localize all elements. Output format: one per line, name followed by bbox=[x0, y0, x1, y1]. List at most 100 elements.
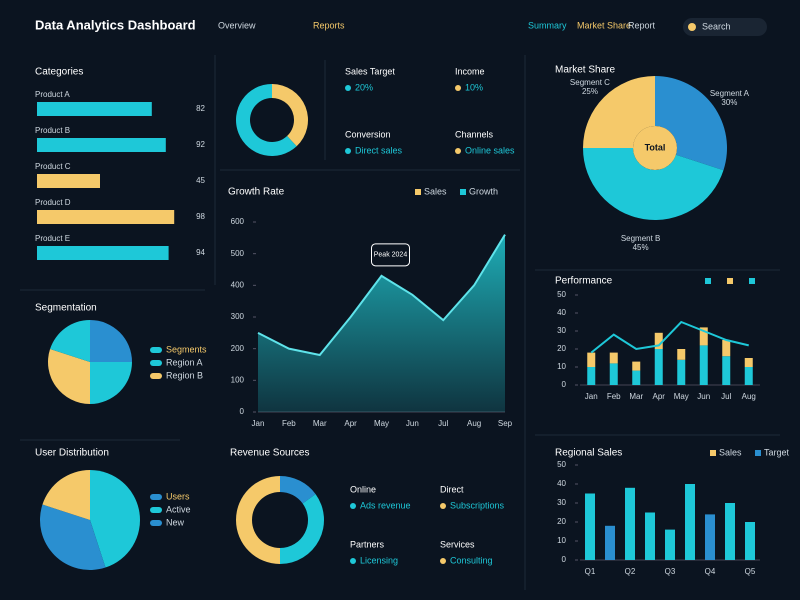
y-tick-label: 30 bbox=[557, 326, 566, 335]
stat-dot bbox=[440, 558, 446, 564]
nav-item[interactable]: Overview bbox=[218, 20, 256, 30]
bar bbox=[699, 327, 708, 346]
bar bbox=[37, 210, 175, 224]
legend-label: Growth bbox=[469, 186, 498, 196]
center-label: Total bbox=[645, 142, 666, 152]
x-tick-label: Aug bbox=[742, 392, 756, 401]
bar-value: 94 bbox=[196, 248, 205, 257]
y-tick-label: 0 bbox=[562, 555, 567, 564]
bar bbox=[677, 349, 686, 360]
y-tick-label: 20 bbox=[557, 517, 566, 526]
bar bbox=[685, 484, 695, 560]
bar bbox=[632, 370, 641, 385]
stat-label: Income bbox=[455, 66, 485, 76]
legend-swatch bbox=[755, 450, 761, 456]
nav-item[interactable]: Report bbox=[628, 20, 656, 30]
x-tick-label: Sep bbox=[498, 419, 513, 428]
area bbox=[258, 234, 505, 412]
bar bbox=[725, 503, 735, 560]
bar bbox=[587, 367, 596, 385]
panel-title: Regional Sales bbox=[555, 448, 622, 459]
stat-dot bbox=[455, 148, 461, 154]
search-icon bbox=[688, 23, 696, 31]
panel-title: Revenue Sources bbox=[230, 448, 310, 459]
nav-item[interactable]: Reports bbox=[313, 20, 345, 30]
slice bbox=[90, 362, 132, 404]
stat-dot bbox=[455, 85, 461, 91]
legend-label: Active bbox=[166, 504, 191, 514]
slice bbox=[50, 320, 90, 362]
bar bbox=[744, 367, 753, 385]
slice-label: 25% bbox=[582, 87, 598, 96]
x-tick-label: May bbox=[674, 392, 689, 401]
bar-category: Product E bbox=[35, 234, 70, 243]
x-tick-label: Jun bbox=[406, 419, 419, 428]
slice bbox=[40, 504, 106, 570]
center-disc bbox=[633, 126, 677, 170]
bar-value: 45 bbox=[196, 176, 205, 185]
y-tick-label: 300 bbox=[231, 312, 245, 321]
bar-category: Product A bbox=[35, 90, 70, 99]
panel-title: Categories bbox=[35, 67, 83, 78]
y-tick-label: 0 bbox=[240, 407, 245, 416]
stat-label: Sales Target bbox=[345, 66, 395, 76]
stat-dot bbox=[440, 503, 446, 509]
legend-swatch bbox=[150, 347, 162, 353]
legend-swatch bbox=[415, 189, 421, 195]
slice bbox=[280, 476, 316, 504]
legend-label: Target bbox=[764, 447, 790, 457]
stat-label: Services bbox=[440, 539, 475, 549]
legend-label: Region B bbox=[166, 370, 203, 380]
stat-value: Licensing bbox=[360, 555, 398, 565]
bar bbox=[37, 102, 152, 116]
nav-item[interactable]: Summary bbox=[528, 20, 567, 30]
legend-label: Segments bbox=[166, 344, 207, 354]
y-tick-label: 20 bbox=[557, 344, 566, 353]
bar bbox=[722, 356, 731, 385]
slice bbox=[280, 494, 324, 564]
slice-category: Segment B bbox=[621, 234, 661, 243]
y-tick-label: 200 bbox=[231, 344, 245, 353]
stat-label: Conversion bbox=[345, 129, 391, 139]
x-tick-label: Jul bbox=[438, 419, 448, 428]
bar-category: Product C bbox=[35, 162, 71, 171]
legend-swatch bbox=[150, 494, 162, 500]
x-tick-label: Q3 bbox=[665, 567, 676, 576]
x-tick-label: Q1 bbox=[585, 567, 596, 576]
legend-label: Sales bbox=[424, 186, 447, 196]
bar bbox=[745, 522, 755, 560]
x-tick-label: May bbox=[374, 419, 389, 428]
bar bbox=[677, 359, 686, 385]
bar bbox=[609, 352, 618, 364]
slice bbox=[47, 349, 90, 404]
bar bbox=[654, 349, 663, 385]
stat-value: Consulting bbox=[450, 555, 493, 565]
annotation-box bbox=[371, 243, 410, 267]
bar-value: 98 bbox=[196, 212, 205, 221]
nav-item[interactable]: Market Share bbox=[577, 20, 631, 30]
slice bbox=[90, 470, 140, 568]
bar-category: Product D bbox=[35, 198, 71, 207]
x-tick-label: Apr bbox=[344, 419, 357, 428]
bar bbox=[625, 487, 635, 560]
stat-dot bbox=[345, 85, 351, 91]
y-tick-label: 400 bbox=[231, 280, 245, 289]
bar-value: 92 bbox=[196, 140, 205, 149]
search-box[interactable] bbox=[683, 18, 767, 36]
panel-title: Segmentation bbox=[35, 303, 97, 314]
legend-label: Sales bbox=[719, 447, 742, 457]
stat-dot bbox=[345, 148, 351, 154]
y-tick-label: 100 bbox=[231, 375, 245, 384]
stat-label: Partners bbox=[350, 539, 385, 549]
legend-swatch bbox=[727, 278, 733, 284]
panel-title: User Distribution bbox=[35, 448, 109, 459]
bar bbox=[585, 493, 595, 560]
slice bbox=[90, 320, 132, 362]
bar-value: 82 bbox=[196, 104, 205, 113]
legend-swatch bbox=[460, 189, 466, 195]
bar bbox=[705, 514, 715, 560]
annotation: Peak 2024 bbox=[374, 252, 408, 259]
stat-label: Channels bbox=[455, 129, 494, 139]
bar bbox=[37, 174, 100, 188]
x-tick-label: Jan bbox=[252, 419, 265, 428]
